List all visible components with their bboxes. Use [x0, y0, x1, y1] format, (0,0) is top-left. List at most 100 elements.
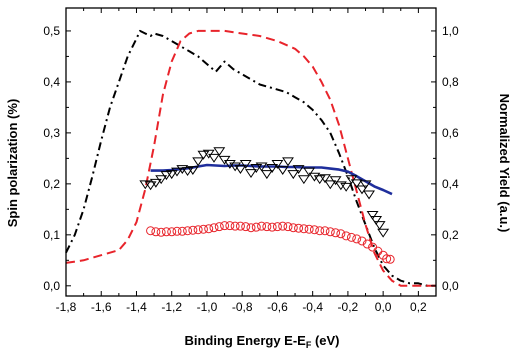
data-point — [255, 162, 268, 172]
data-point — [241, 222, 251, 232]
data-point — [188, 225, 198, 235]
data-point — [245, 169, 257, 179]
y-left-tick-label: 0,3 — [43, 126, 60, 140]
data-point — [235, 221, 245, 231]
y-left-tick-label: 0,1 — [43, 228, 60, 242]
data-point — [230, 221, 240, 231]
y-left-tick-label: 0,2 — [43, 177, 60, 191]
data-point — [165, 170, 178, 180]
data-point — [357, 236, 367, 246]
data-point — [334, 181, 347, 191]
data-point — [370, 216, 383, 225]
data-point — [385, 254, 395, 264]
labels-layer: -1,8 -1,6 -1,4 -1,2 -1,0 -0,8 -0,6 -0,4 -0,2 0,0 0… — [43, 24, 459, 314]
data-point — [257, 221, 267, 231]
y-axis-label-left: Spin polarization (%) — [5, 99, 20, 228]
data-point — [315, 226, 325, 236]
data-point — [340, 182, 353, 192]
data-point — [267, 222, 277, 232]
data-point — [197, 150, 210, 160]
data-point — [177, 226, 187, 236]
data-point — [209, 223, 219, 233]
x-tick-label: -1,2 — [161, 300, 182, 314]
data-point — [313, 175, 326, 185]
series-2 — [150, 163, 393, 196]
data-point — [324, 180, 337, 190]
data-point — [251, 222, 261, 232]
data-point — [373, 221, 386, 231]
y-right-tick-label: 0,6 — [442, 126, 459, 140]
data-point — [271, 159, 284, 169]
x-tick-label: 0,2 — [410, 300, 427, 314]
data-point — [208, 153, 220, 163]
data-point — [192, 157, 205, 167]
data-point — [350, 179, 363, 189]
data-point — [160, 171, 173, 181]
x-tick-label: -0,2 — [338, 300, 359, 314]
data-point — [186, 166, 199, 175]
data-point — [309, 225, 319, 235]
x-tick-label: -0,8 — [232, 300, 253, 314]
data-point — [172, 226, 182, 236]
data-point — [346, 232, 356, 242]
y-left-tick-label: 0,5 — [43, 24, 60, 38]
data-point — [331, 228, 341, 238]
data-point — [146, 226, 156, 236]
data-point — [283, 222, 293, 232]
data-point — [292, 165, 305, 174]
x-axis-label-subscript: F — [306, 340, 312, 350]
x-axis-label-main: Binding Energy E-E — [184, 333, 306, 348]
x-tick-label: -1,0 — [197, 300, 218, 314]
data-point — [155, 175, 168, 185]
data-point — [193, 225, 203, 235]
series-3 — [139, 147, 390, 238]
data-point — [213, 147, 226, 157]
data-point — [382, 254, 392, 264]
data-point — [366, 210, 379, 220]
data-point — [260, 170, 273, 180]
ticks-layer — [65, 8, 436, 296]
data-point — [151, 227, 161, 237]
series-0 — [65, 29, 436, 287]
data-point — [167, 227, 177, 237]
data-point — [204, 224, 214, 234]
series-line — [150, 163, 393, 196]
series-4 — [146, 221, 395, 264]
data-point — [234, 165, 247, 174]
data-point — [352, 234, 362, 244]
data-point — [149, 178, 162, 188]
data-point — [262, 222, 272, 232]
data-point — [308, 172, 321, 182]
data-point — [266, 164, 279, 173]
data-point — [220, 221, 230, 231]
data-point — [229, 162, 242, 172]
data-point — [356, 185, 368, 195]
y-right-tick-label: 0,8 — [442, 75, 459, 89]
data-point — [144, 181, 157, 191]
y-left-tick-label: 0,4 — [43, 75, 60, 89]
data-point — [198, 224, 208, 234]
data-point — [223, 159, 236, 169]
data-point — [288, 223, 298, 233]
x-tick-label: 0,0 — [375, 300, 392, 314]
data-point — [246, 223, 256, 233]
data-point — [320, 226, 330, 236]
data-point — [156, 227, 166, 237]
x-tick-label: -1,4 — [126, 300, 147, 314]
x-tick-label: -1,8 — [56, 300, 77, 314]
x-tick-label: -0,4 — [302, 300, 323, 314]
data-point — [276, 166, 289, 175]
data-point — [181, 167, 194, 177]
data-point — [299, 224, 309, 234]
data-point — [272, 222, 282, 232]
data-point — [341, 231, 351, 241]
data-point — [282, 157, 294, 167]
y-right-tick-label: 0,2 — [442, 228, 459, 242]
series-layer — [65, 29, 436, 287]
y-right-tick-label: 0,0 — [442, 279, 459, 293]
data-point — [319, 174, 331, 184]
data-point — [304, 224, 314, 234]
data-point — [294, 223, 304, 233]
data-point — [325, 227, 335, 237]
y-axis-label-right: Normalized Yield (a.u.) — [497, 94, 512, 233]
